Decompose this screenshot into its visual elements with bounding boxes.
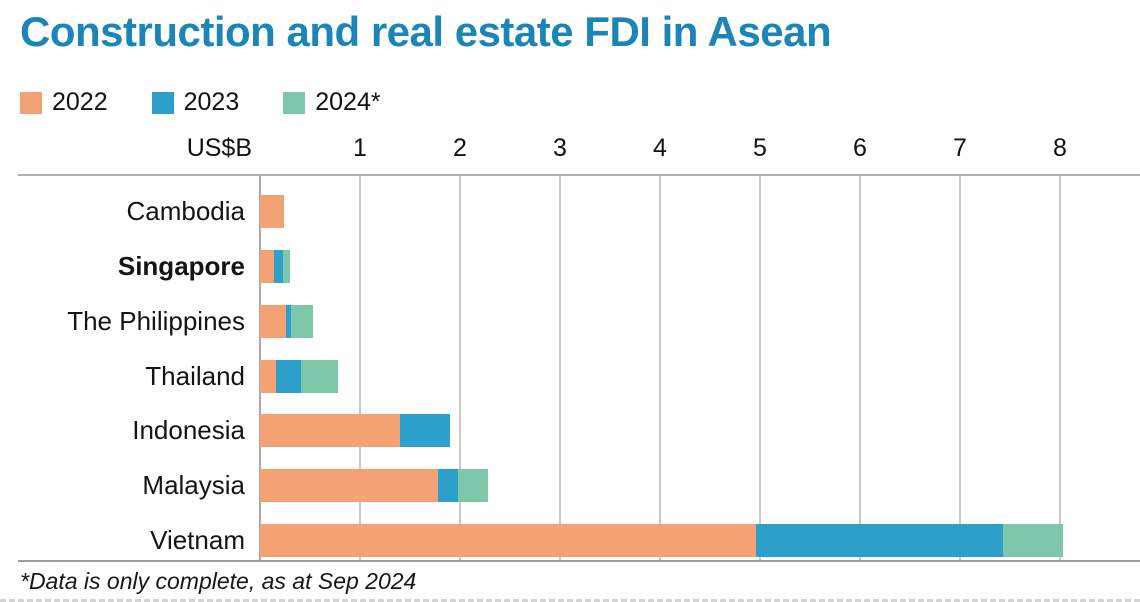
plot-area: Cambodia Singapore The Philippines Thailand… xyxy=(0,174,1140,562)
bar-segment-2022 xyxy=(260,249,274,283)
gridline xyxy=(859,176,861,560)
footnote: *Data is only complete, as at Sep 2024 xyxy=(20,568,417,594)
legend-label-2023: 2023 xyxy=(183,88,240,116)
axis-tick-label-6: 6 xyxy=(853,134,867,162)
chart-row-vietnam: Vietnam xyxy=(0,505,1140,560)
chart-row-cambodia: Cambodia xyxy=(0,176,1140,231)
category-label: The Philippines xyxy=(67,305,245,336)
bar-segment-2022 xyxy=(260,359,276,393)
chart-row-malaysia: Malaysia xyxy=(0,450,1140,505)
stacked-bar xyxy=(260,359,338,393)
stacked-bar xyxy=(260,524,1063,558)
bar-segment-2024 xyxy=(1003,524,1063,558)
chart-row-the-philippines: The Philippines xyxy=(0,286,1140,341)
category-label: Thailand xyxy=(145,360,245,391)
bar-segment-2022 xyxy=(260,195,284,228)
legend-label-2022: 2022 xyxy=(52,88,108,116)
axis-tick-label-3: 3 xyxy=(553,134,567,162)
axis-tick-label-7: 7 xyxy=(953,134,967,162)
gridline xyxy=(559,176,561,560)
category-label: Malaysia xyxy=(142,470,245,501)
bar-segment-2022 xyxy=(260,414,400,448)
stacked-bar xyxy=(260,304,313,338)
category-label: Cambodia xyxy=(126,196,245,226)
category-label: Vietnam xyxy=(150,525,245,556)
legend-swatch-2024 xyxy=(283,91,306,114)
category-label: Indonesia xyxy=(132,415,245,446)
stacked-bar xyxy=(260,469,488,503)
axis-tick-label-2: 2 xyxy=(453,134,467,162)
gridline xyxy=(459,176,461,560)
axis-unit-label: US$B xyxy=(186,134,252,162)
chart-row-indonesia: Indonesia xyxy=(0,395,1140,450)
bar-segment-2024 xyxy=(458,469,488,503)
bar-segment-2022 xyxy=(260,469,438,503)
axis-tick-label-8: 8 xyxy=(1053,134,1067,162)
plot-bottom-border xyxy=(18,560,1140,562)
bar-segment-2023 xyxy=(438,469,458,503)
gridline xyxy=(659,176,661,560)
category-label: Singapore xyxy=(117,250,245,281)
gridline xyxy=(759,176,761,560)
gridline xyxy=(359,176,361,560)
stacked-bar xyxy=(260,249,290,283)
stacked-bar xyxy=(260,195,284,228)
plot-top-border xyxy=(18,174,1140,176)
legend-item-2023: 2023 xyxy=(151,88,240,117)
bar-segment-2023 xyxy=(756,524,1003,558)
bar-segment-2023 xyxy=(286,304,291,338)
axis-tick-label-4: 4 xyxy=(653,134,667,162)
legend-swatch-2022 xyxy=(20,91,42,114)
legend-label-2024: 2024* xyxy=(315,88,381,116)
gridline xyxy=(959,176,961,560)
bar-segment-2023 xyxy=(400,414,450,448)
bar-segment-2023 xyxy=(274,249,283,283)
axis-tick-label-5: 5 xyxy=(753,134,767,162)
bar-segment-2022 xyxy=(260,524,756,558)
chart-row-singapore: Singapore xyxy=(0,231,1140,286)
stacked-bar xyxy=(260,414,450,448)
chart-row-thailand: Thailand xyxy=(0,341,1140,396)
bar-segment-2024 xyxy=(291,304,313,338)
cropped-dashed-line xyxy=(0,599,1140,602)
bar-segment-2022 xyxy=(260,304,286,338)
bar-segment-2024 xyxy=(283,249,290,283)
legend-swatch-2023 xyxy=(151,91,174,114)
bar-segment-2023 xyxy=(276,359,301,393)
bar-segment-2024 xyxy=(301,359,338,393)
legend-item-2022: 2022 xyxy=(20,88,108,117)
axis-tick-label-1: 1 xyxy=(353,134,367,162)
legend: 2022 2023 2024* xyxy=(20,88,381,117)
chart-title: Construction and real estate FDI in Asea… xyxy=(20,8,832,55)
gridline xyxy=(1059,176,1061,560)
legend-item-2024: 2024* xyxy=(283,88,381,117)
